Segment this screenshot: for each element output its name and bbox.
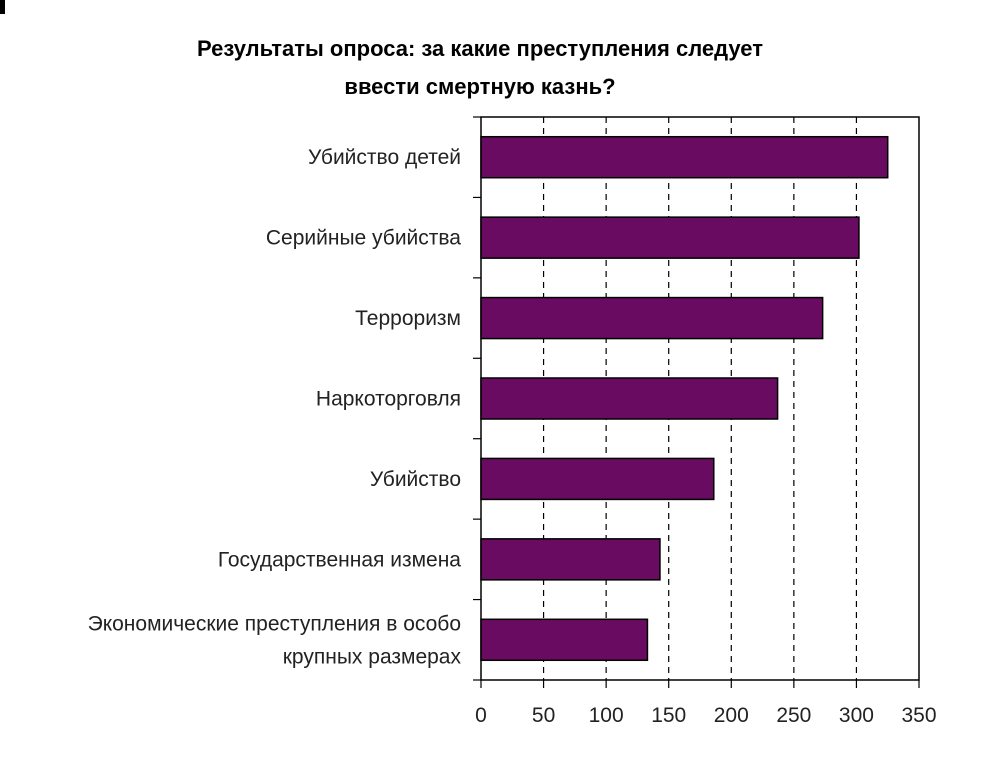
bar-6: [480, 618, 649, 662]
x-tick-label: 350: [901, 704, 936, 727]
bar-1: [480, 216, 860, 259]
chart-title-line-2: ввести смертную казнь?: [344, 74, 616, 99]
bar-0: [480, 135, 889, 179]
category-label: крупных размерах: [283, 645, 462, 668]
chart-title-line-1: Результаты опроса: за какие преступления…: [196, 36, 764, 61]
category-label: Экономические преступления в особо: [88, 612, 461, 635]
category-label: Терроризм: [355, 307, 461, 330]
bar-5: [480, 538, 661, 581]
bar-2: [480, 296, 824, 340]
x-tick-label: 200: [714, 704, 749, 727]
bar-3: [480, 377, 779, 420]
corner-mark: [0, 0, 5, 14]
x-tick-label: 300: [839, 704, 874, 727]
category-label: Убийство: [370, 468, 461, 491]
x-tick-label: 150: [651, 704, 686, 727]
category-label: Государственная измена: [218, 548, 461, 571]
category-label: Убийство детей: [308, 146, 461, 169]
category-label: Серийные убийства: [266, 227, 461, 250]
x-tick-label: 0: [475, 704, 487, 727]
category-label: Наркоторговля: [316, 388, 461, 411]
x-tick-label: 100: [589, 704, 624, 727]
x-tick-label: 50: [532, 704, 555, 727]
x-tick-label: 250: [776, 704, 811, 727]
bar-4: [480, 457, 715, 501]
